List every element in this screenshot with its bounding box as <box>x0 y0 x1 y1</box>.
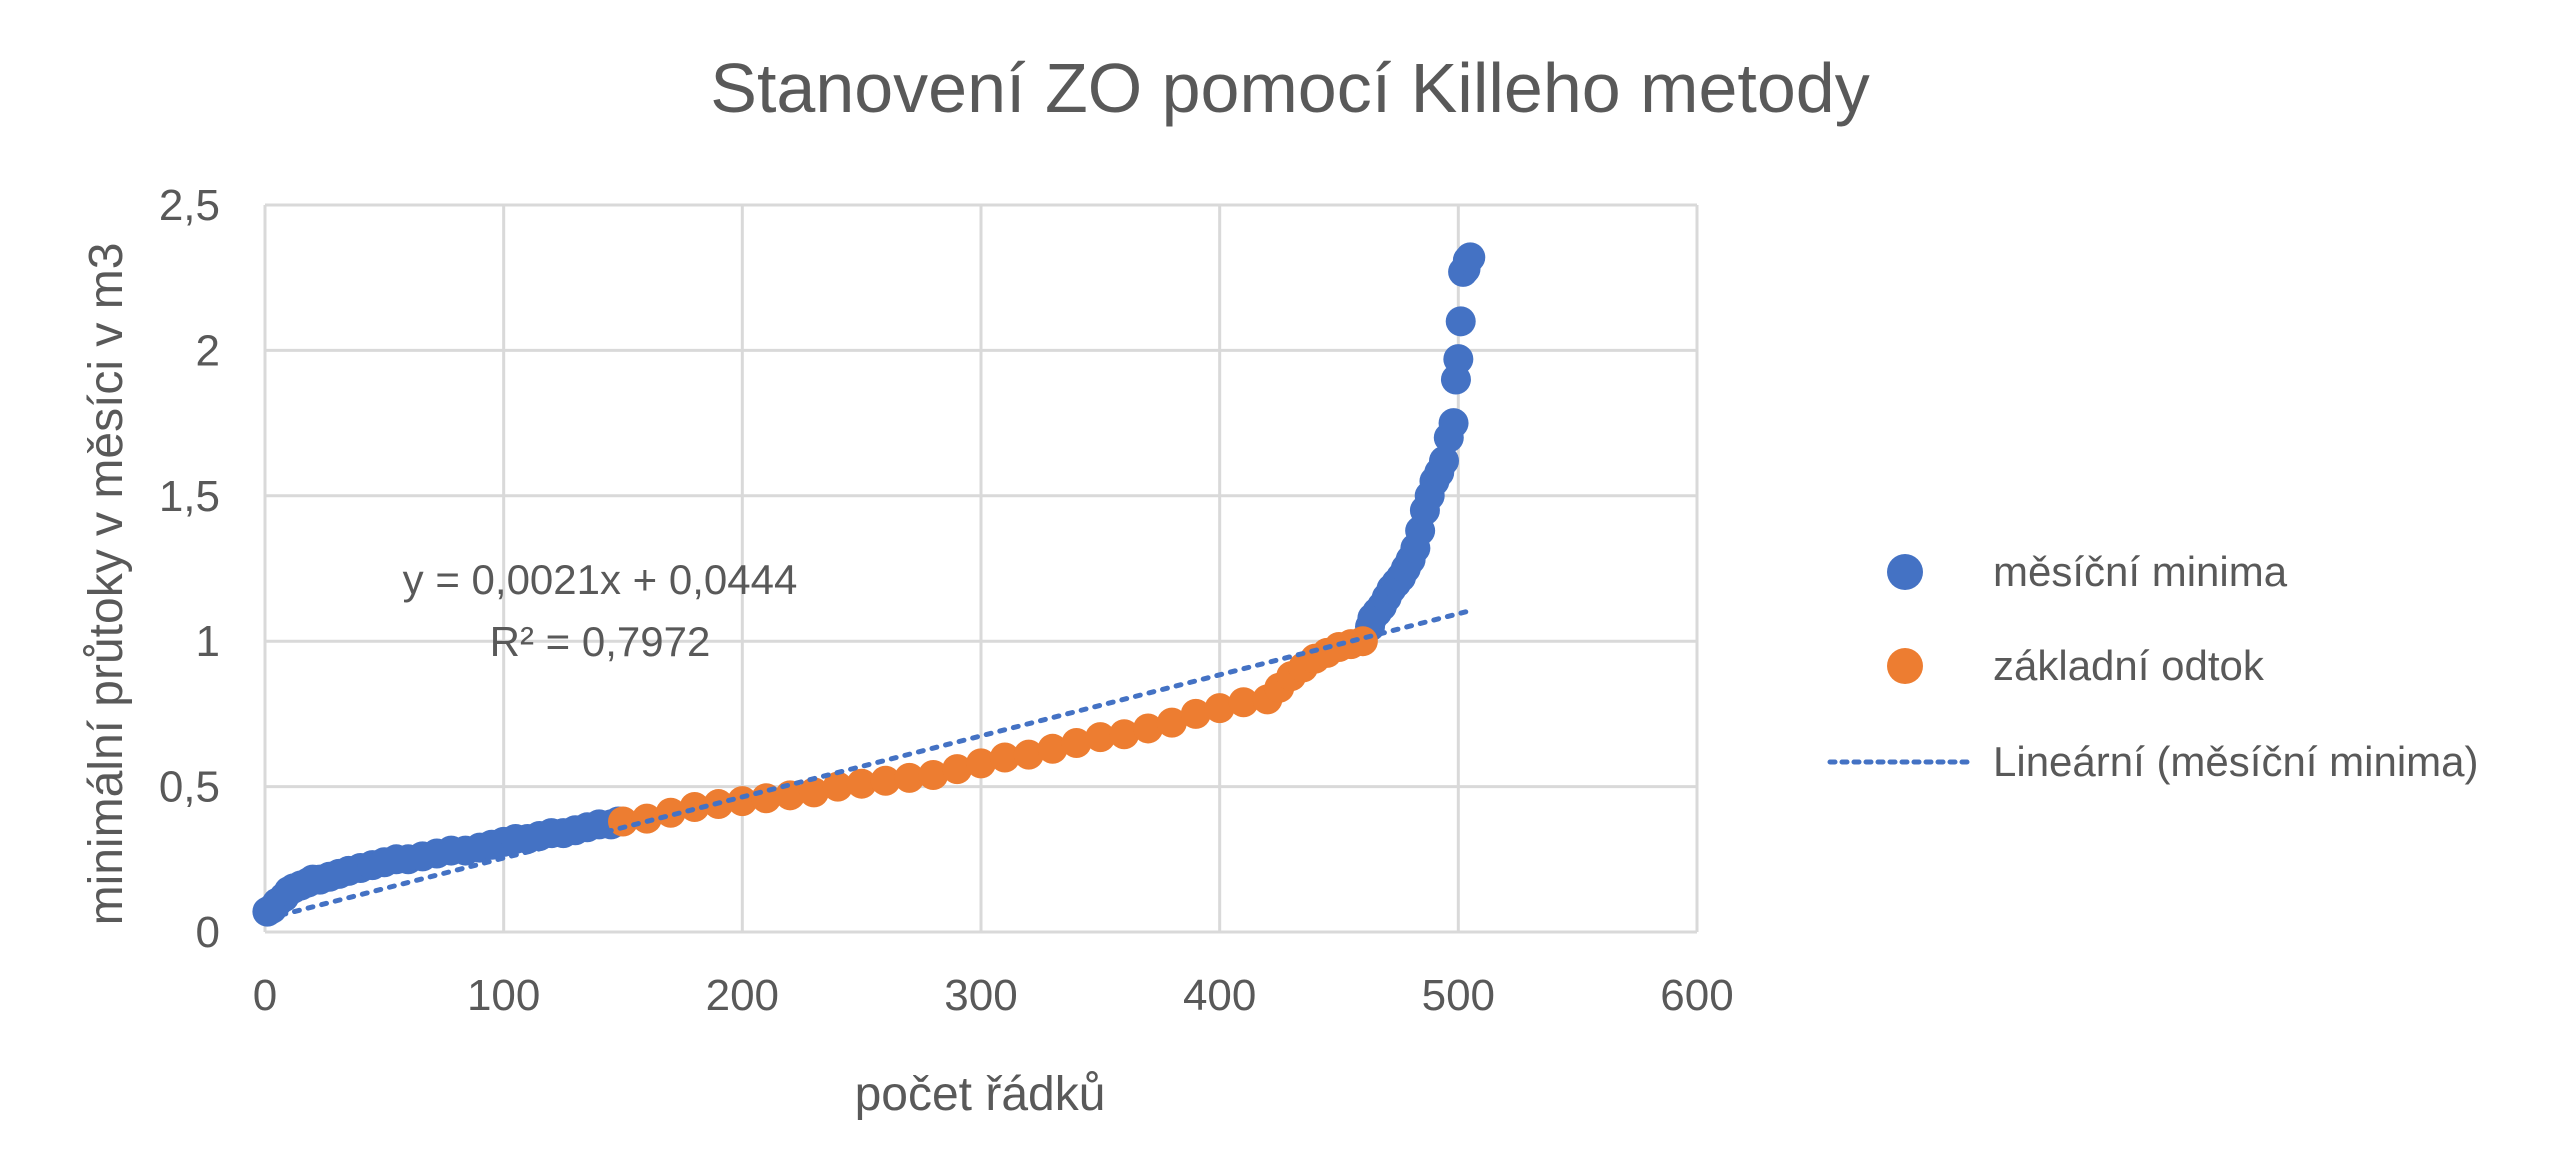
point-zakladni-odtok <box>942 754 973 785</box>
x-axis-title: počet řádků <box>855 1068 1106 1121</box>
trendline-equation: y = 0,0021x + 0,0444 <box>403 556 798 603</box>
point-zakladni-odtok <box>1204 693 1235 724</box>
x-tick-label: 300 <box>944 971 1017 1020</box>
trendline-group <box>264 608 1473 921</box>
point-zakladni-odtok <box>822 771 853 802</box>
point-zakladni-odtok <box>846 768 877 799</box>
point-mesicni-minima <box>1429 445 1460 476</box>
point-zakladni-odtok <box>989 742 1020 773</box>
x-tick-label: 400 <box>1183 971 1256 1020</box>
y-tick-label: 1 <box>196 617 220 666</box>
y-tick-label: 0 <box>196 908 220 957</box>
point-zakladni-odtok <box>918 759 949 790</box>
y-tick-label: 0,5 <box>159 763 220 812</box>
point-zakladni-odtok <box>1013 739 1044 770</box>
data-points <box>252 242 1486 927</box>
y-tick-label: 2 <box>196 326 220 375</box>
legend: měsíční minima základní odtok Lineární (… <box>1827 548 2478 785</box>
point-zakladni-odtok <box>1085 722 1116 753</box>
linear-trendline <box>264 608 1473 921</box>
point-zakladni-odtok <box>870 765 901 796</box>
point-zakladni-odtok <box>1109 719 1140 750</box>
point-zakladni-odtok <box>1037 733 1068 764</box>
y-tick-label: 2,5 <box>159 181 220 230</box>
trendline-r-squared: R² = 0,7972 <box>490 618 711 665</box>
point-zakladni-odtok <box>655 797 686 828</box>
point-zakladni-odtok <box>798 777 829 808</box>
x-tick-label: 200 <box>706 971 779 1020</box>
legend-marker-zakladni-odtok <box>1887 648 1923 684</box>
x-tick-label: 0 <box>253 971 277 1020</box>
legend-marker-mesicni-minima <box>1887 554 1923 590</box>
x-tick-label: 600 <box>1660 971 1733 1020</box>
point-mesicni-minima <box>1455 242 1486 273</box>
point-zakladni-odtok <box>1133 713 1164 744</box>
point-mesicni-minima <box>1438 408 1469 439</box>
x-tick-label: 100 <box>467 971 540 1020</box>
y-axis-title: minimální průtoky v měsíci v m3 <box>80 243 133 926</box>
point-zakladni-odtok <box>894 762 925 793</box>
point-zakladni-odtok <box>1228 687 1259 718</box>
x-axis-ticks: 0 100 200 300 400 500 600 <box>253 971 1734 1020</box>
point-zakladni-odtok <box>631 803 662 834</box>
point-zakladni-odtok <box>608 806 638 837</box>
chart-title: Stanovení ZO pomocí Killeho metody <box>710 49 1869 127</box>
x-tick-label: 500 <box>1422 971 1495 1020</box>
point-mesicni-minima <box>1445 306 1476 337</box>
point-mesicni-minima <box>1443 344 1474 375</box>
point-zakladni-odtok <box>727 786 758 817</box>
legend-label-zakladni-odtok: základní odtok <box>1993 642 2265 689</box>
point-zakladni-odtok <box>679 791 710 822</box>
point-zakladni-odtok <box>966 748 996 779</box>
legend-label-mesicni-minima: měsíční minima <box>1993 548 2288 595</box>
plot-frame <box>263 205 1697 934</box>
y-axis-ticks: 0 0,5 1 1,5 2 2,5 <box>159 181 220 957</box>
point-zakladni-odtok <box>1061 727 1092 758</box>
legend-label-linear-trendline: Lineární (měsíční minima) <box>1993 738 2478 785</box>
y-tick-label: 1,5 <box>159 472 220 521</box>
point-zakladni-odtok <box>1180 698 1211 729</box>
point-zakladni-odtok <box>1156 707 1187 738</box>
